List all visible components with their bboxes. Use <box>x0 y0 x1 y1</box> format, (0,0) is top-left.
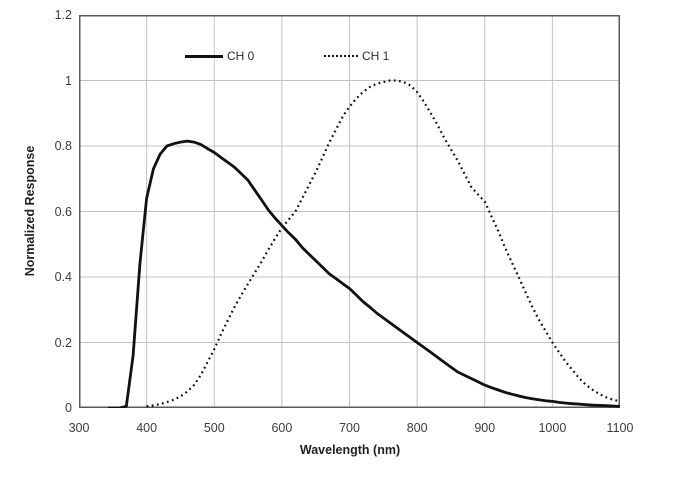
y-axis-tick-label: 0.4 <box>54 270 72 284</box>
y-axis-tick-label: 0.8 <box>54 139 72 153</box>
legend-label-ch0: CH 0 <box>227 49 255 63</box>
legend-line-sample-solid-icon <box>185 55 223 58</box>
x-axis-tick-label: 700 <box>339 421 360 435</box>
x-axis-title: Wavelength (nm) <box>299 443 401 457</box>
y-axis-tick-label: 0.2 <box>54 335 72 350</box>
series-line-ch0 <box>108 139 620 408</box>
x-axis-tick-label: 500 <box>203 421 225 435</box>
y-axis-tick-label: 0 <box>65 401 72 415</box>
plot-border <box>79 15 620 408</box>
series-line-ch1 <box>146 79 620 408</box>
y-axis-tick-label: 1.2 <box>54 8 72 22</box>
y-axis-tick-label: 1 <box>65 73 72 88</box>
plot-area <box>79 15 620 408</box>
y-axis-tick-label: 0.6 <box>54 204 72 219</box>
legend-line-sample-dotted-icon <box>324 55 358 57</box>
x-axis-tick-label: 1000 <box>538 421 567 435</box>
x-axis-tick-label: 1100 <box>606 421 634 435</box>
x-axis-tick-label: 400 <box>136 421 158 435</box>
x-axis-tick-label: 300 <box>68 421 90 435</box>
legend-label-ch1: CH 1 <box>362 49 390 63</box>
x-axis-tick-label: 600 <box>271 421 293 435</box>
x-axis-tick-label: 800 <box>406 421 428 435</box>
x-axis-tick-label: 900 <box>474 421 496 435</box>
